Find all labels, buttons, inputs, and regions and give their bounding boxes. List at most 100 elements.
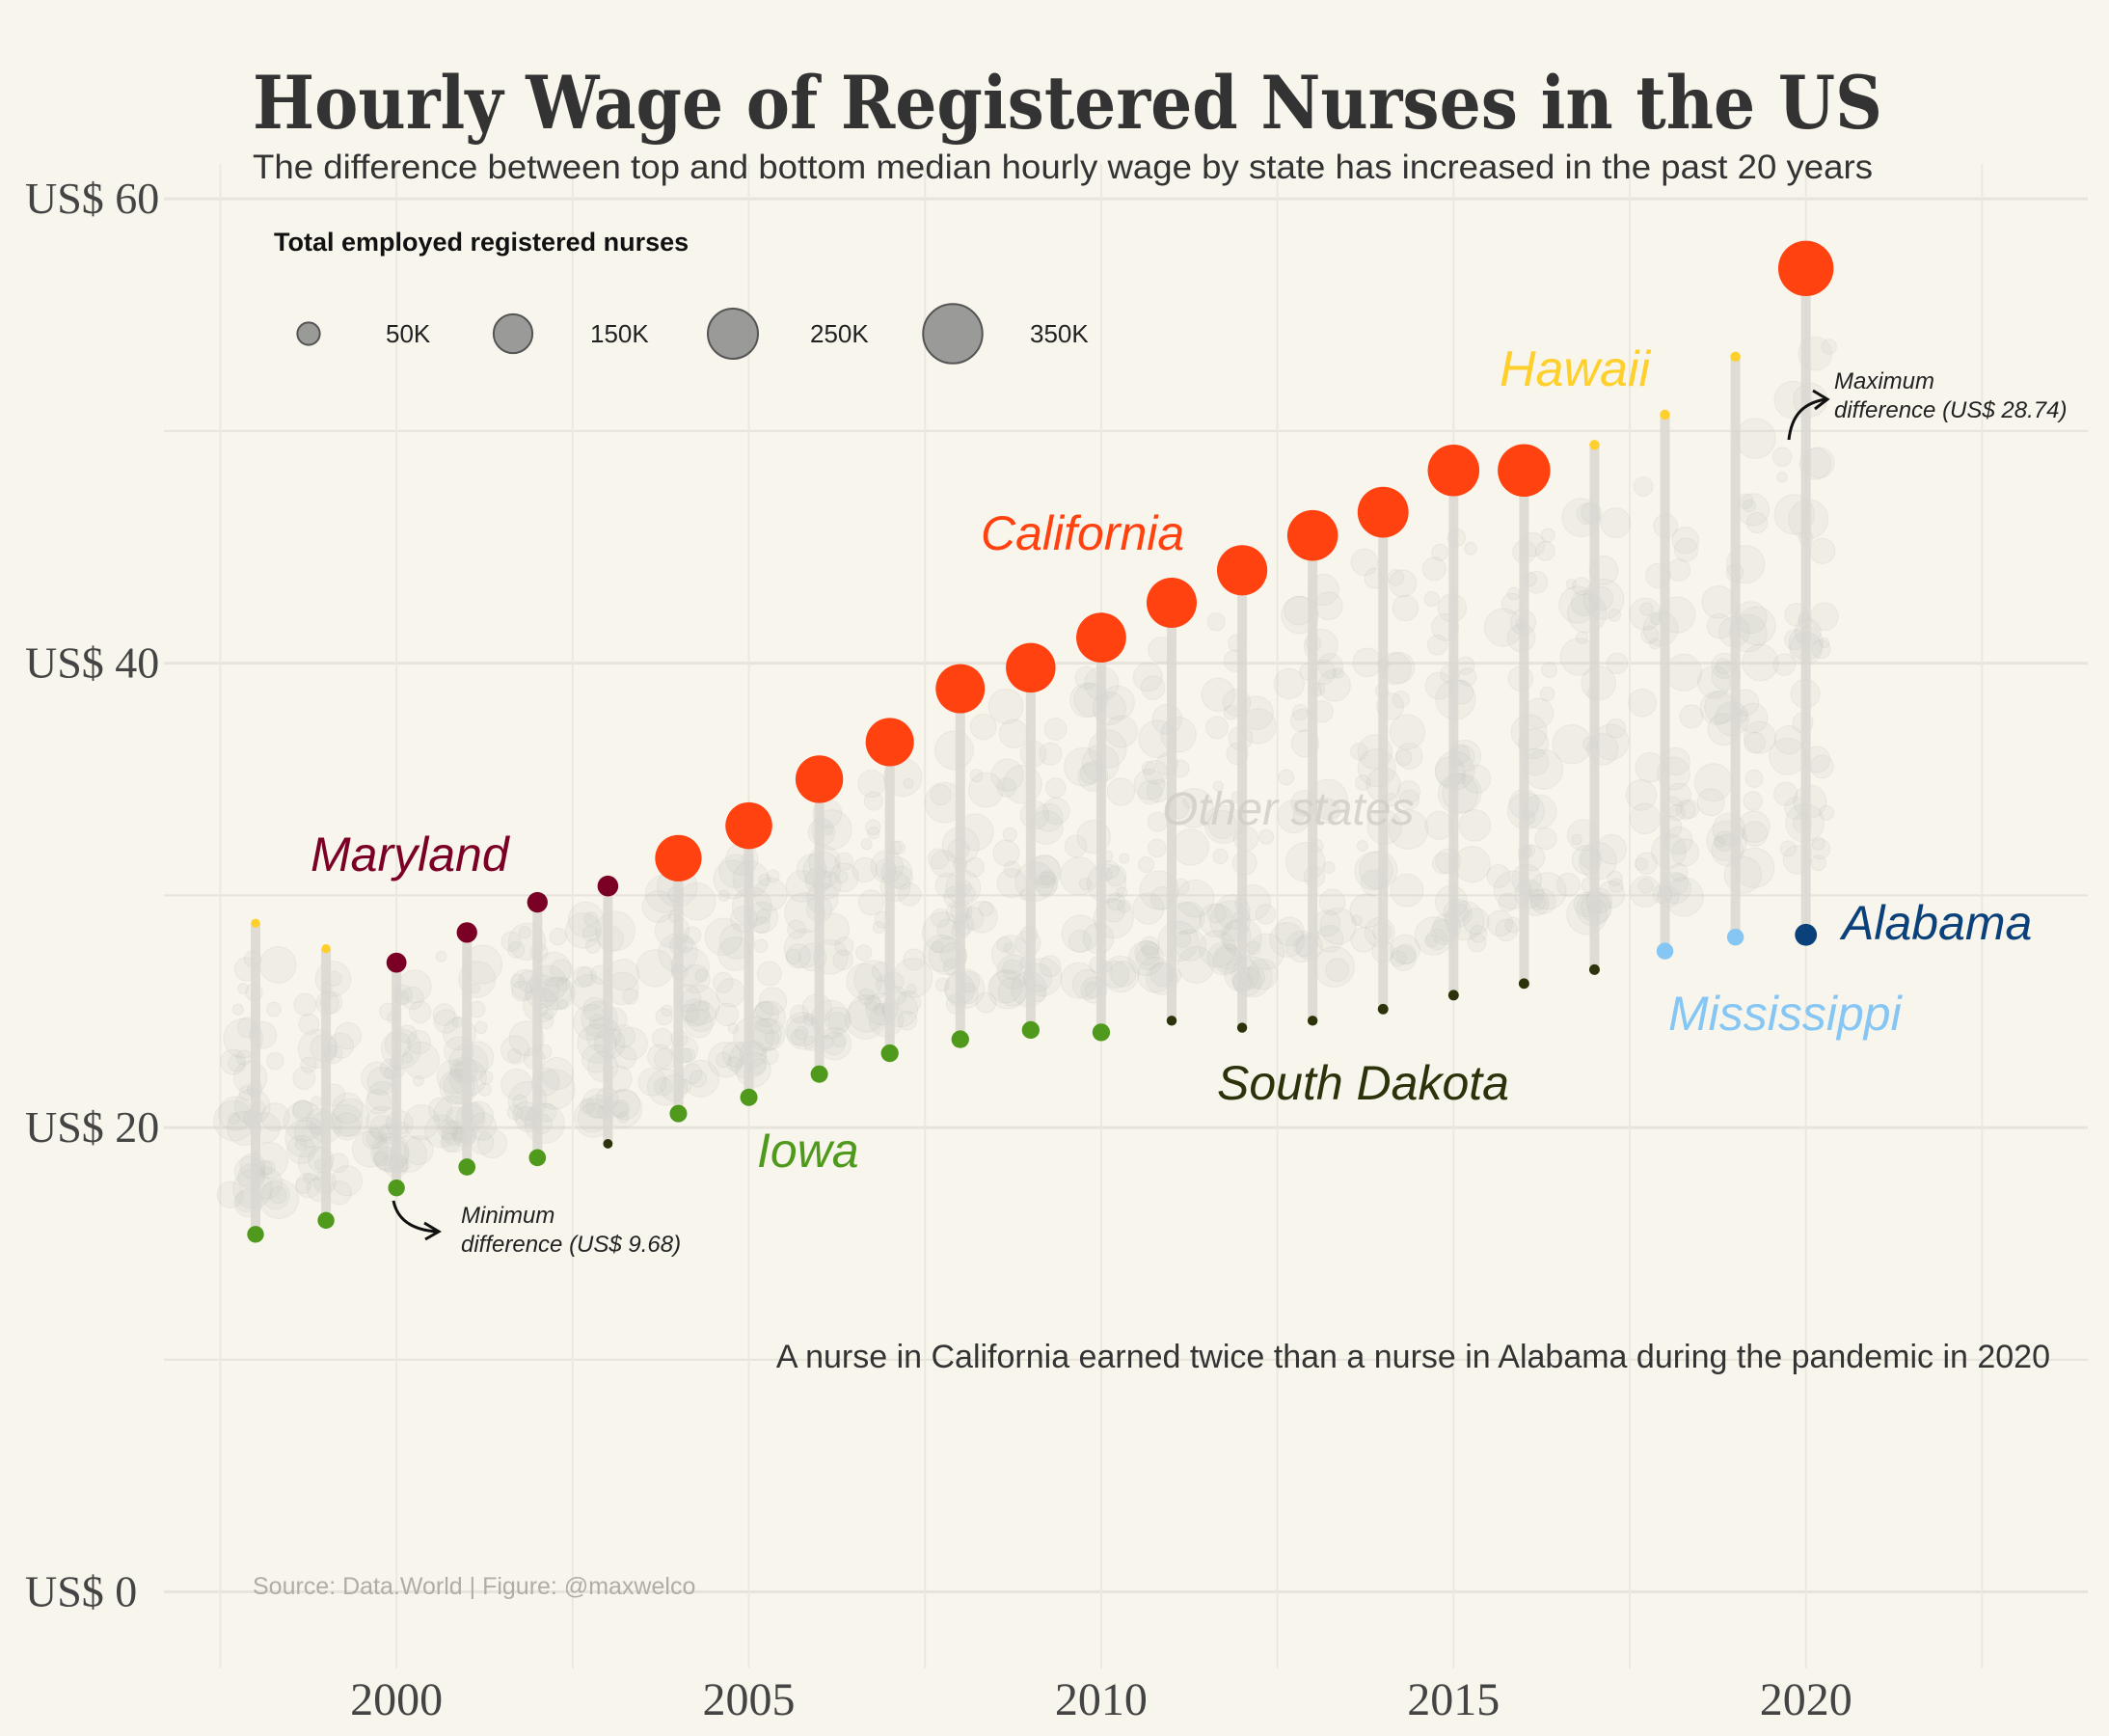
other-state-point [333,1112,362,1141]
other-state-point [286,1134,316,1165]
wage-point-hawaii [1660,409,1670,420]
other-state-point [1205,716,1229,740]
other-state-point [1464,541,1477,556]
wage-point-hawaii [1730,351,1741,363]
label-south-dakota: South Dakota [1217,1056,1509,1110]
other-state-point [1606,718,1627,739]
wage-point-hawaii [251,918,260,928]
wage-point-iowa [317,1211,335,1230]
other-state-point [1423,934,1438,948]
other-state-point [1671,526,1699,555]
other-state-point [1745,511,1769,534]
wage-point-iowa [388,1179,405,1197]
other-state-point [512,1094,527,1110]
other-state-point [683,926,702,944]
other-state-point [1776,472,1788,483]
chart-title: Hourly Wage of Registered Nurses in the … [253,60,1882,146]
other-state-point [401,1041,440,1079]
other-state-point [733,1016,774,1057]
other-state-point [897,1010,918,1031]
other-state-point [867,826,880,840]
other-state-point [334,1021,363,1050]
wage-point-california [1076,612,1126,664]
other-state-point [1139,936,1160,956]
other-state-point [542,976,576,1010]
other-state-point [1395,743,1423,771]
other-state-point [500,1069,533,1101]
other-state-point [1395,943,1417,964]
other-state-point [1640,625,1660,644]
other-state-point [511,980,533,1002]
legend-items: 50K 150K 250K 350K [296,303,1089,365]
other-state-point [1637,878,1654,894]
min-note-line1: Minimum [461,1203,554,1229]
wage-point-iowa [1092,1023,1111,1042]
other-state-point [969,769,984,783]
axes: US$ 0 US$ 20 US$ 40 US$ 60 2000 2005 2010 2015 2… [25,174,1852,1725]
other-state-point [507,940,526,959]
other-state-point [1421,556,1447,582]
other-state-point [852,856,878,883]
other-state-point [1110,961,1137,988]
other-state-point [1106,777,1136,806]
label-hawaii: Hawaii [1500,341,1651,397]
other-state-point [265,1001,282,1017]
other-state-point [689,1070,708,1088]
other-state-point [872,921,885,935]
other-state-point [827,1011,848,1031]
legend-size-circle [922,303,984,365]
other-state-point [1664,653,1703,692]
other-state-point [1743,791,1763,811]
wage-point-california [655,834,702,882]
other-state-point [1176,946,1215,984]
other-state-point [1608,609,1622,622]
other-state-point [1068,929,1092,953]
other-state-point [1773,781,1798,806]
other-state-point [1483,608,1524,647]
other-state-point [500,1035,530,1065]
label-other-states: Other states [1162,784,1414,835]
other-state-point [1639,602,1654,616]
other-state-point [1255,904,1277,925]
other-state-point [1119,853,1130,864]
other-state-point [764,1030,780,1046]
other-state-point [1206,904,1227,924]
other-state-point [1744,731,1766,754]
other-state-point [1212,848,1229,864]
other-state-point [1394,748,1413,767]
other-state-point [542,1008,554,1020]
other-state-point [694,968,709,983]
other-state-point [220,1048,247,1075]
other-state-point [1821,339,1837,355]
other-state-point [617,1111,630,1124]
other-state-point [1529,893,1547,910]
wage-point-south-dakota [1589,963,1600,975]
other-state-point [1350,548,1379,577]
wage-point-california [1777,240,1834,297]
other-state-point [1350,742,1368,761]
other-state-point [756,961,782,987]
other-state-point [1207,809,1237,839]
other-state-point [362,1127,384,1150]
other-state-point [1307,778,1348,820]
other-state-point [785,870,819,903]
range-lines [251,268,1811,1234]
other-state-point [292,1067,316,1090]
other-state-point [760,1046,779,1066]
wage-point-mississippi [1726,928,1744,946]
other-state-point [1332,666,1344,679]
other-state-point [1495,918,1518,942]
other-state-point [1809,537,1836,564]
other-state-point [754,1000,774,1020]
other-state-point [1325,958,1350,982]
other-state-point [1078,877,1093,891]
other-state-point [1136,945,1161,971]
other-state-point [863,791,883,811]
other-state-point [298,1013,320,1035]
other-state-point [1697,665,1731,699]
other-state-point [1313,946,1355,988]
other-state-point [612,1101,629,1118]
other-state-point [1771,447,1793,468]
other-state-point [1351,914,1363,927]
other-state-point [964,856,985,878]
